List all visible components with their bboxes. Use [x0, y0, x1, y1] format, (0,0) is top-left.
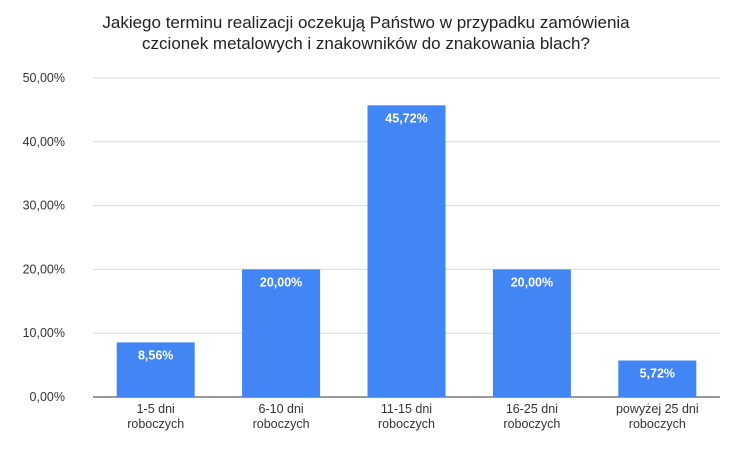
- data-label: 20,00%: [511, 275, 553, 289]
- y-tick-label: 10,00%: [23, 326, 65, 340]
- data-label: 45,72%: [385, 111, 427, 125]
- chart-title: Jakiego terminu realizacji oczekują Pańs…: [0, 12, 732, 54]
- y-tick-label: 0,00%: [30, 390, 65, 404]
- chart-title-line-1: Jakiego terminu realizacji oczekują Pańs…: [102, 13, 630, 32]
- data-label: 8,56%: [138, 348, 173, 362]
- data-label: 5,72%: [640, 367, 675, 381]
- x-tick-label: powyżej 25 dni roboczych: [616, 402, 699, 431]
- x-tick-label: 11-15 dni roboczych: [378, 402, 435, 431]
- data-label: 20,00%: [260, 275, 302, 289]
- x-tick-label: 16-25 dni roboczych: [503, 402, 560, 431]
- chart-title-line-2: czcionek metalowych i znakowników do zna…: [142, 34, 590, 53]
- x-tick-label: 6-10 dni roboczych: [253, 402, 310, 431]
- bar: [116, 342, 195, 397]
- x-tick-label: 1-5 dni roboczych: [127, 402, 184, 431]
- y-tick-label: 30,00%: [23, 199, 65, 213]
- y-tick-label: 20,00%: [23, 262, 65, 276]
- y-tick-label: 50,00%: [23, 71, 65, 85]
- bar: [492, 269, 571, 397]
- bar: [618, 360, 697, 397]
- bar: [242, 269, 321, 397]
- y-tick-label: 40,00%: [23, 135, 65, 149]
- bar: [367, 105, 446, 397]
